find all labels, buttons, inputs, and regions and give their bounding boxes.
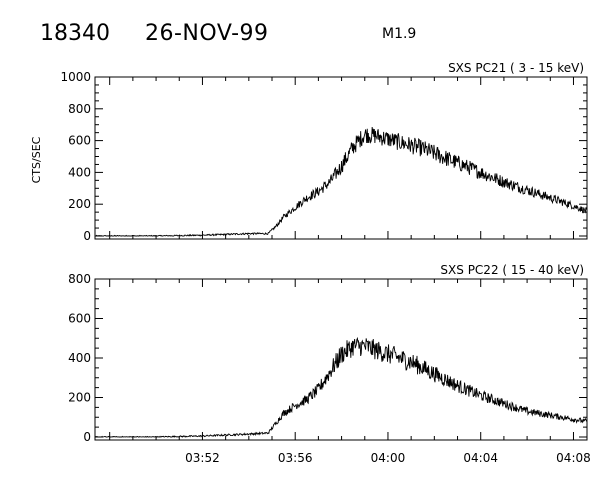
panel-2-frame — [94, 278, 588, 441]
panel-1-y-ticks: 0 200 400 600 800 1000 — [60, 70, 587, 243]
panel-1-y-axis-title: CTS/SEC — [30, 136, 43, 183]
count-rate-trace — [94, 336, 588, 438]
x-tick-label: 03:52 — [185, 451, 220, 465]
y-tick-label: 0 — [83, 430, 91, 444]
y-tick-label: 400 — [68, 351, 91, 365]
y-tick-label: 400 — [68, 165, 91, 179]
panel-2-x-ticks: 03:52 03:56 04:00 04:04 04:08 — [109, 279, 591, 465]
x-tick-label: 04:04 — [463, 451, 498, 465]
x-tick-label: 04:00 — [371, 451, 406, 465]
panel-2-y-ticks: 0 200 400 600 800 — [68, 272, 587, 444]
x-tick-label: 03:56 — [278, 451, 313, 465]
panel-1-frame — [94, 76, 588, 240]
y-tick-label: 200 — [68, 197, 91, 211]
y-tick-label: 200 — [68, 391, 91, 405]
y-tick-label: 0 — [83, 229, 91, 243]
y-tick-label: 1000 — [60, 70, 91, 84]
event-date: 26-NOV-99 — [145, 21, 269, 46]
goes-class: M1.9 — [382, 26, 416, 42]
x-tick-label: 04:08 — [556, 451, 591, 465]
y-tick-label: 800 — [68, 272, 91, 286]
panel-1-x-ticks — [109, 77, 574, 239]
panel-2-title: SXS PC22 ( 15 - 40 keV) — [440, 263, 584, 277]
count-rate-trace — [94, 127, 588, 237]
y-tick-label: 600 — [68, 134, 91, 148]
panel-2-series — [94, 336, 588, 438]
event-number: 18340 — [40, 21, 110, 46]
panel-1-series — [94, 127, 588, 237]
panel-1-title: SXS PC21 ( 3 - 15 keV) — [448, 61, 584, 75]
y-tick-label: 800 — [68, 102, 91, 116]
y-tick-label: 600 — [68, 312, 91, 326]
